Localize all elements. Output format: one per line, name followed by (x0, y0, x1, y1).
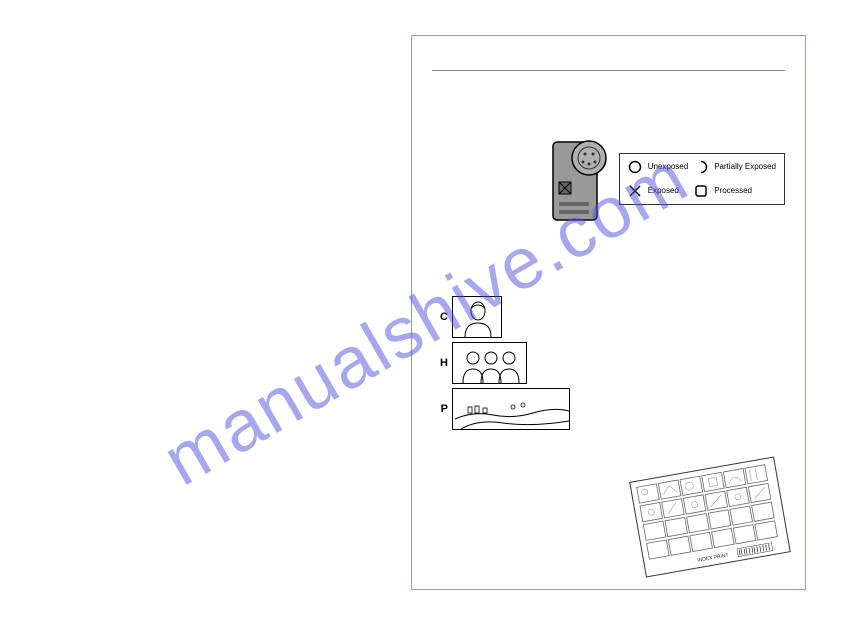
processed-icon (694, 184, 708, 198)
processed-label: Processed (714, 187, 776, 196)
print-formats: C H (436, 296, 570, 430)
camera-status-section: Unexposed Partially Exposed Exposed Proc… (549, 134, 785, 224)
header-divider (432, 70, 785, 71)
exposed-icon (628, 184, 642, 198)
format-h-row: H (436, 342, 570, 384)
unexposed-label: Unexposed (648, 163, 688, 172)
format-c-letter: C (436, 311, 448, 323)
format-h-frame (452, 342, 527, 384)
partial-label: Partially Exposed (714, 163, 776, 172)
film-cassette-icon (549, 134, 611, 224)
partial-icon (694, 160, 708, 174)
format-p-frame (452, 388, 570, 430)
exposure-legend: Unexposed Partially Exposed Exposed Proc… (619, 153, 785, 205)
exposed-label: Exposed (648, 187, 688, 196)
index-print-sheet: INDEX PRINT (627, 455, 792, 580)
page-content: Unexposed Partially Exposed Exposed Proc… (412, 36, 805, 589)
format-p-letter: P (436, 403, 448, 415)
format-h-letter: H (436, 357, 448, 369)
unexposed-icon (628, 160, 642, 174)
format-p-row: P (436, 388, 570, 430)
format-c-row: C (436, 296, 570, 338)
manual-page: Unexposed Partially Exposed Exposed Proc… (411, 35, 806, 590)
format-c-frame (452, 296, 502, 338)
